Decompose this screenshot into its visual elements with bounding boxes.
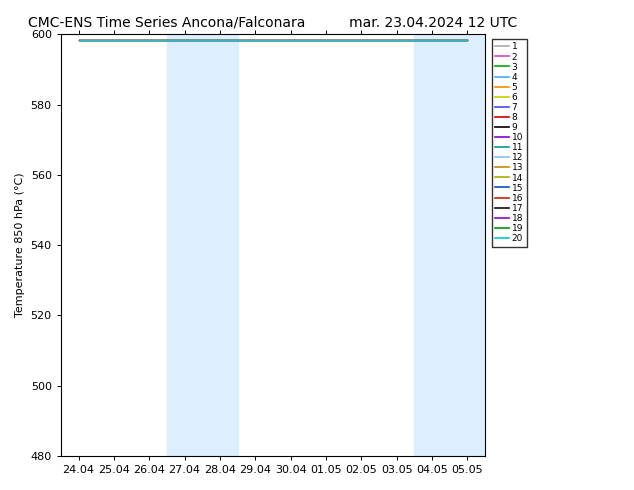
Bar (202, 34, 238, 456)
Bar (167, 34, 202, 456)
Bar (415, 34, 450, 456)
Bar (450, 34, 485, 456)
Title: CMC-ENS Time Series Ancona/Falconara          mar. 23.04.2024 12 UTC: CMC-ENS Time Series Ancona/Falconara mar… (29, 15, 517, 29)
Y-axis label: Temperature 850 hPa (°C): Temperature 850 hPa (°C) (15, 173, 25, 318)
Legend: 1, 2, 3, 4, 5, 6, 7, 8, 9, 10, 11, 12, 13, 14, 15, 16, 17, 18, 19, 20: 1, 2, 3, 4, 5, 6, 7, 8, 9, 10, 11, 12, 1… (492, 39, 527, 246)
